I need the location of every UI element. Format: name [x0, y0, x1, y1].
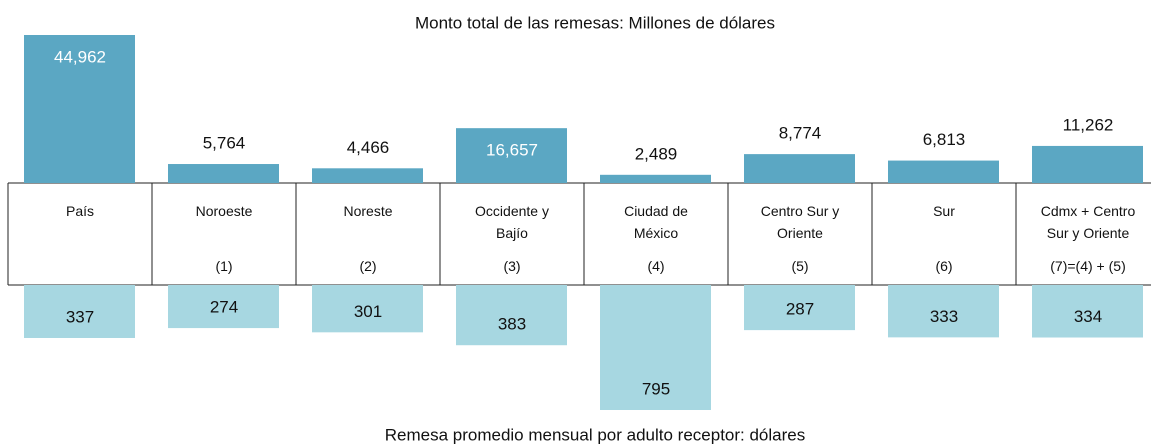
value-label: 6,813 — [923, 130, 966, 149]
value-label: 11,262 — [1063, 115, 1114, 134]
value-label: 337 — [66, 307, 94, 326]
bar — [888, 285, 999, 338]
category-code: (5) — [791, 258, 809, 274]
bar — [168, 164, 279, 183]
bar — [456, 128, 567, 183]
category-code: (3) — [503, 258, 521, 274]
table-cell: Noroeste (1) — [152, 183, 296, 285]
bar — [1032, 145, 1143, 183]
table-cell: Ciudad de México (4) — [584, 183, 728, 285]
category-label: País — [65, 203, 94, 219]
bar — [744, 285, 855, 331]
value-label: 383 — [498, 315, 526, 334]
category-label: Ciudad de México — [624, 203, 688, 241]
bar — [312, 168, 423, 183]
value-label: 8,774 — [779, 124, 822, 143]
category-label: Noreste — [343, 203, 393, 219]
bar — [1032, 285, 1143, 338]
category-code: (6) — [935, 258, 953, 274]
table-cell: Centro Sur y Oriente (5) — [728, 183, 872, 285]
table-cell: Noreste (2) — [296, 183, 440, 285]
category-code: (2) — [359, 258, 377, 274]
category-code: (1) — [215, 258, 233, 274]
value-label: 5,764 — [203, 134, 246, 153]
value-label: 287 — [786, 300, 814, 319]
category-label: Occidente y Bajío — [475, 203, 549, 241]
chart-subtitle: Remesa promedio mensual por adulto recep… — [385, 425, 806, 444]
value-label: 2,489 — [635, 144, 678, 163]
bar — [456, 285, 567, 346]
value-label: 334 — [1074, 307, 1102, 326]
category-code: (4) — [647, 258, 665, 274]
value-label: 795 — [642, 379, 670, 398]
bar — [24, 35, 135, 183]
bar — [168, 285, 279, 329]
category-label: Cdmx + Centro Sur y Oriente — [1040, 203, 1136, 241]
bar — [24, 285, 135, 338]
value-label: 44,962 — [54, 47, 106, 66]
bar — [888, 160, 999, 183]
value-label: 274 — [210, 298, 238, 317]
table-cell: Sur (6) — [872, 183, 1016, 285]
chart-title: Monto total de las remesas: Millones de … — [415, 13, 775, 32]
table-cell: Occidente y Bajío (3) — [440, 183, 584, 285]
category-code: (7)=(4) + (5) — [1050, 258, 1126, 274]
bar — [312, 285, 423, 333]
value-label: 16,657 — [486, 141, 538, 160]
category-label: Sur — [933, 203, 955, 219]
bar — [600, 174, 711, 183]
table-cell: Cdmx + Centro Sur y Oriente (7)=(4) + (5) — [1016, 183, 1151, 285]
table-cell: País — [8, 183, 152, 285]
bar — [600, 285, 711, 410]
value-label: 4,466 — [347, 138, 390, 157]
value-label: 333 — [930, 307, 958, 326]
category-label: Centro Sur y Oriente — [760, 203, 840, 241]
bar — [744, 154, 855, 183]
category-label: Noroeste — [195, 203, 253, 219]
value-label: 301 — [354, 302, 382, 321]
